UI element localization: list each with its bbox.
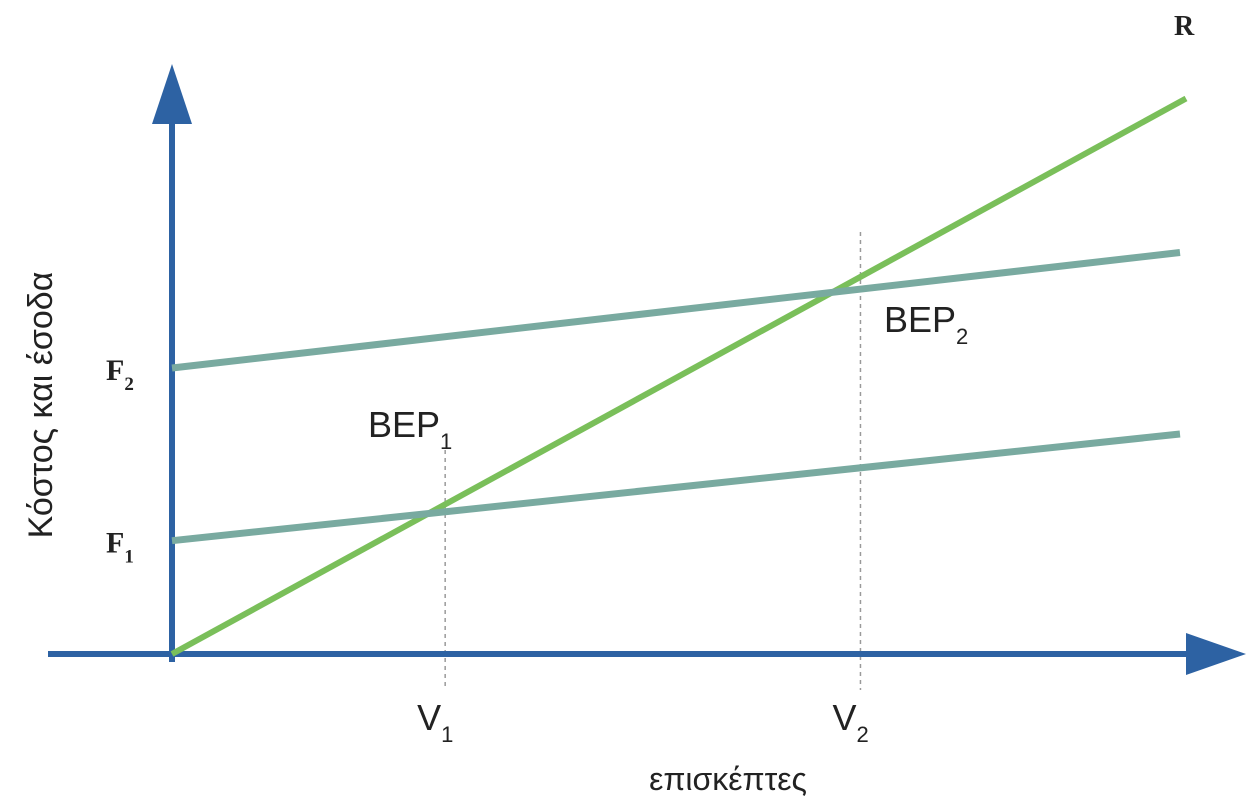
x-tick-v2-main: V <box>832 697 856 738</box>
bep-label-1-main: BEP <box>368 404 440 445</box>
y-axis-label: Κόστος και έσοδα <box>22 272 60 539</box>
bep-label-2: BEP2 <box>884 299 968 349</box>
guide-lines <box>444 232 862 690</box>
y-axis-arrow <box>152 64 192 124</box>
y-tick-f2: F2 <box>106 354 134 395</box>
labels: Κόστος και έσοδα επισκέπτες RF1F2BEP1V1B… <box>22 11 1195 797</box>
series-line-cost2 <box>171 249 1181 372</box>
series-lines <box>170 95 1188 657</box>
x-tick-v1-main: V <box>417 697 441 738</box>
y-tick-f2-sub: 2 <box>124 374 134 395</box>
bep-label-2-sub: 2 <box>956 324 968 349</box>
axes <box>48 64 1246 675</box>
x-tick-v1: V1 <box>417 697 453 747</box>
y-tick-f1: F1 <box>106 527 134 568</box>
x-axis-label: επισκέπτες <box>649 761 807 797</box>
series-line-revenue <box>170 95 1188 657</box>
x-axis-arrow <box>1186 633 1246 675</box>
x-tick-v2-sub: 2 <box>856 722 868 747</box>
series-label-revenue: R <box>1174 11 1195 42</box>
y-tick-f1-sub: 1 <box>124 547 134 568</box>
x-tick-v1-sub: 1 <box>441 722 453 747</box>
y-tick-f1-main: F <box>106 527 124 560</box>
y-tick-f2-main: F <box>106 354 124 387</box>
bep-label-2-main: BEP <box>884 299 956 340</box>
x-tick-v2: V2 <box>832 697 868 747</box>
bep-label-1-sub: 1 <box>440 429 452 454</box>
bep-label-1: BEP1 <box>368 404 452 454</box>
series-line-cost1 <box>171 430 1181 545</box>
